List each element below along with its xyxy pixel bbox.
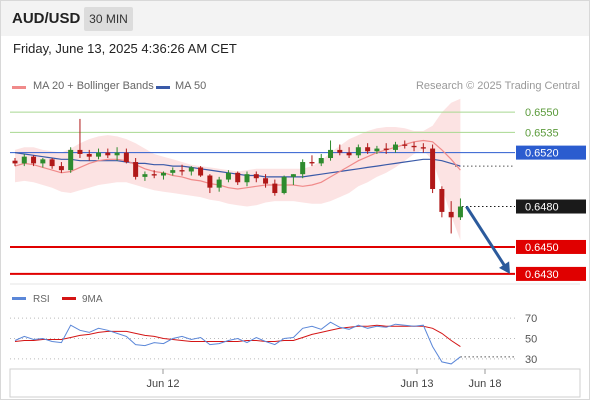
time-tick-label: Jun 18 [468, 378, 501, 390]
candle-body [346, 152, 352, 156]
forecast-arrow-head [499, 261, 510, 274]
candle-body [439, 189, 445, 212]
candle-body [216, 179, 222, 188]
candle-body [420, 147, 426, 149]
level-label-0-6480: 0.6480 [525, 202, 559, 214]
rsi-legend-label: RSI [33, 294, 50, 305]
candle-body [430, 148, 436, 189]
candle-body [21, 156, 27, 164]
rsi-lines [14, 321, 515, 365]
candle-body [225, 172, 231, 180]
level-tag-0-6430 [516, 266, 586, 281]
ma50-legend-swatch [156, 86, 170, 89]
level-label-0-6550: 0.6550 [525, 107, 559, 119]
candle-body [253, 174, 259, 179]
candle-body [77, 149, 83, 154]
candle-body [207, 175, 213, 188]
chart-timestamp: Friday, June 13, 2025 4:36:26 AM CET [13, 41, 237, 56]
rsi-legend-swatch [12, 297, 26, 300]
rsi-grid: 70 50 30 [10, 313, 537, 366]
candle-body [374, 148, 380, 152]
candle-body [272, 183, 278, 194]
top-bar: AUD/USD 30 MIN [0, 0, 590, 36]
candle-body [151, 174, 157, 176]
candle-body [281, 176, 287, 194]
candle-body [12, 160, 18, 164]
rsi-tick-50: 50 [525, 333, 537, 345]
candle-body [123, 152, 129, 163]
candle-body [58, 166, 64, 171]
level-label-0-6450: 0.6450 [525, 242, 559, 254]
candle-body [188, 167, 194, 172]
level-tag-0-6480 [516, 199, 586, 214]
ma20-legend-swatch [12, 86, 26, 89]
rsi-line [14, 321, 461, 365]
candle-body [263, 178, 269, 184]
rsi-ma-legend-swatch [62, 297, 76, 300]
candle-body [355, 147, 361, 156]
candle-body [105, 152, 111, 156]
bollinger-band-area [15, 98, 461, 241]
candles [12, 118, 463, 234]
level-label-0-6430: 0.6430 [525, 269, 559, 281]
level-labels: 0.6550 0.6535 0.6520 0.6480 0.6450 0.6430 [516, 107, 586, 281]
candle-body [309, 162, 315, 164]
candle-body [244, 174, 250, 183]
candle-body [411, 145, 417, 148]
level-label-0-6520: 0.6520 [525, 148, 559, 160]
candle-body [170, 170, 176, 173]
candle-body [96, 152, 102, 157]
candle-body [318, 158, 324, 164]
candle-body [114, 152, 120, 156]
rsi-tick-30: 30 [525, 354, 537, 366]
candle-body [133, 162, 139, 177]
time-tick-label: Jun 12 [146, 378, 179, 390]
instrument-title: AUD/USD [12, 10, 81, 27]
level-tag-0-6450 [516, 239, 586, 254]
candle-body [300, 162, 306, 175]
candle-body [40, 159, 46, 164]
candle-body [68, 149, 74, 171]
timeframe-button[interactable]: 30 MIN [84, 7, 133, 31]
time-tick-label: Jun 13 [400, 378, 433, 390]
bollinger-bands [15, 98, 461, 241]
candle-body [235, 172, 241, 183]
ma20-legend-label: MA 20 + Bollinger Bands [33, 80, 154, 92]
ma50-legend-label: MA 50 [175, 80, 207, 92]
candle-body [31, 156, 37, 164]
candle-body [457, 206, 463, 218]
time-axis-ticks: Jun 12 Jun 13 Jun 18 [146, 369, 502, 390]
research-credit: Research © 2025 Trading Central [415, 80, 580, 92]
level-label-0-6535: 0.6535 [525, 127, 559, 139]
level-tag-0-6520 [516, 145, 586, 160]
candle-body [402, 144, 408, 146]
candle-body [142, 174, 148, 177]
forecast-arrow-shaft [465, 205, 508, 269]
candle-body [448, 211, 454, 218]
candle-body [290, 174, 296, 177]
forecast-arrow [465, 205, 510, 274]
candle-body [198, 167, 204, 176]
rsi-ma-line [14, 324, 461, 348]
candle-body [337, 149, 343, 153]
rsi-tick-70: 70 [525, 313, 537, 325]
candle-body [179, 170, 185, 172]
candle-body [392, 144, 398, 150]
candle-body [365, 147, 371, 152]
candle-body [49, 159, 55, 167]
candle-body [383, 148, 389, 150]
candle-body [328, 149, 334, 158]
rsi-ma-legend-label: 9MA [82, 294, 103, 305]
candle-body [160, 172, 166, 176]
time-axis [9, 368, 581, 398]
candle-body [86, 153, 92, 157]
